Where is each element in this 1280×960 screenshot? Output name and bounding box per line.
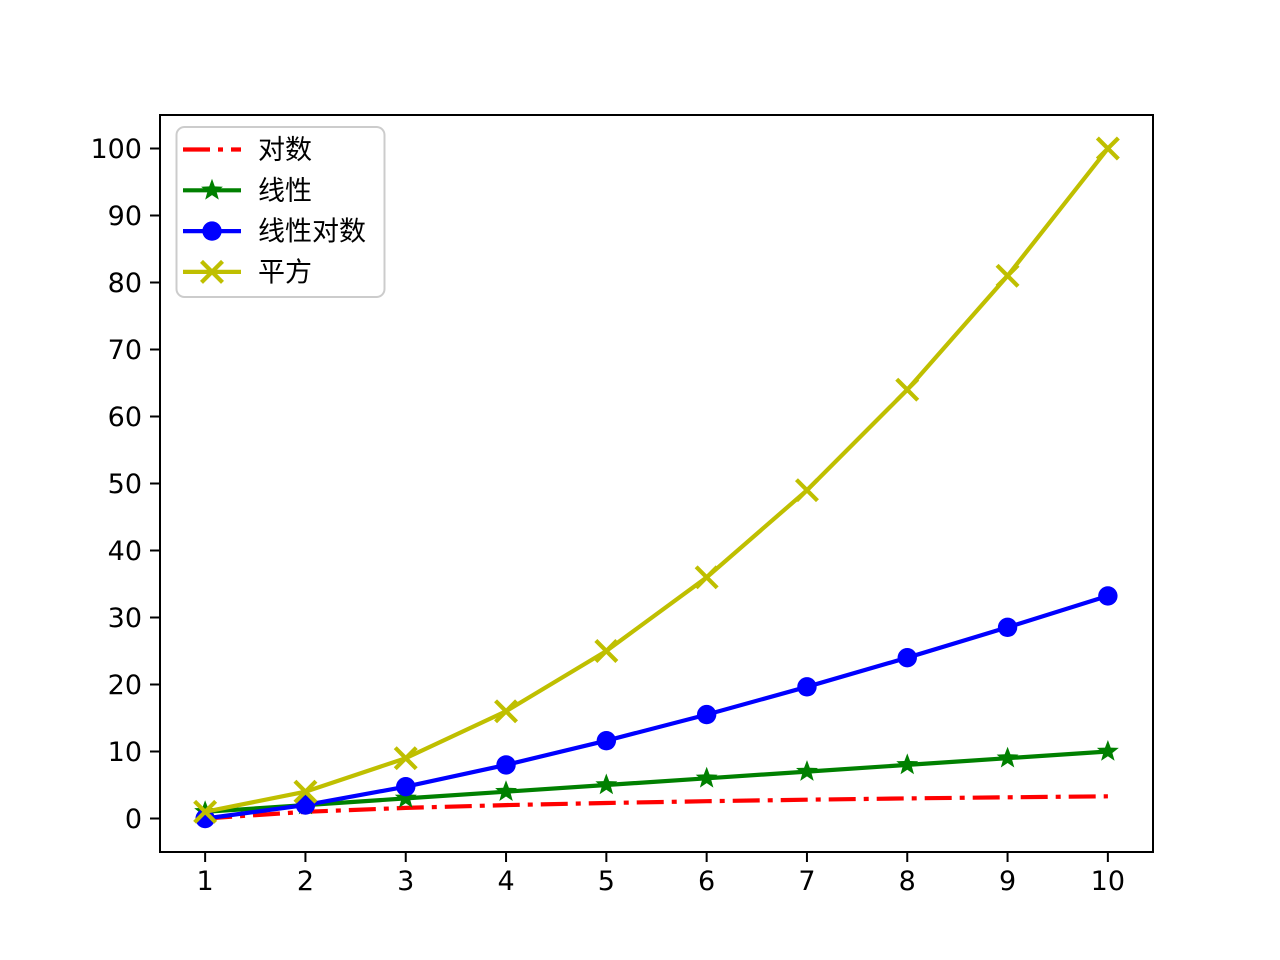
series-2-marker: [596, 731, 617, 751]
legend-marker: [200, 259, 224, 284]
series-1-marker: [595, 773, 618, 795]
legend-box: [175, 126, 386, 298]
x-axis-tick-label: 3: [397, 866, 414, 897]
y-axis-tick-label: 30: [108, 603, 142, 634]
series-2-marker: [1098, 586, 1118, 606]
series-3-marker: [895, 377, 920, 402]
x-axis-tick-label: 5: [598, 866, 615, 897]
series-2-marker: [396, 776, 416, 797]
series-3-marker: [193, 799, 218, 824]
y-axis-tick-label: 50: [108, 469, 142, 500]
plot-border: [159, 114, 1154, 853]
legend-label: 平方: [258, 257, 312, 288]
series-1-marker: [394, 786, 417, 808]
y-axis-tick-label: 60: [108, 402, 142, 433]
series-3-marker: [794, 478, 819, 503]
series-1-marker: [495, 780, 517, 801]
series-2-marker: [496, 755, 516, 775]
x-axis-tick-label: 1: [197, 866, 214, 897]
legend-label: 对数: [258, 135, 312, 166]
series-1-marker: [796, 760, 818, 781]
series-line-0: [204, 794, 1108, 821]
x-axis-tick-label: 9: [999, 866, 1016, 897]
series-line-3: [204, 147, 1110, 814]
series-3-marker: [393, 746, 418, 771]
series-3-marker: [694, 565, 719, 590]
y-axis-tick-label: 100: [90, 134, 142, 165]
x-axis-tick-label: 6: [698, 866, 715, 897]
y-axis-tick-label: 20: [108, 670, 142, 701]
y-axis-tick-label: 40: [108, 536, 142, 567]
legend-label: 线性对数: [258, 217, 366, 248]
series-3-marker: [995, 263, 1020, 288]
series-2-marker: [997, 617, 1018, 638]
y-axis-tick-label: 70: [108, 335, 142, 366]
legend-marker: [201, 178, 223, 200]
series-3-marker: [1095, 136, 1120, 161]
series-2-marker: [696, 704, 717, 725]
series-1-marker: [1096, 740, 1119, 761]
y-axis-tick-label: 0: [125, 804, 142, 835]
series-line-2: [204, 593, 1109, 821]
series-2-marker: [797, 677, 817, 697]
series-2-marker: [897, 648, 917, 668]
x-axis-tick-label: 4: [497, 866, 514, 897]
series-3-marker: [293, 779, 318, 804]
series-1-marker: [996, 746, 1019, 768]
legend-label: 线性: [258, 176, 312, 207]
legend-marker: [202, 221, 222, 241]
x-axis-tick-label: 7: [798, 866, 815, 897]
x-axis-tick-label: 10: [1091, 866, 1125, 897]
series-line-1: [204, 749, 1109, 814]
series-2-marker: [295, 795, 316, 815]
series-2-marker: [195, 808, 215, 829]
series-1-marker: [695, 766, 718, 788]
series-3-marker: [494, 699, 519, 724]
series-3-marker: [594, 639, 619, 663]
y-axis-tick-label: 80: [108, 268, 142, 299]
y-axis-tick-label: 90: [108, 201, 142, 232]
x-axis-tick-label: 8: [899, 866, 916, 897]
series-1-marker: [896, 753, 919, 775]
x-axis-tick-label: 2: [297, 866, 314, 897]
y-axis-tick-label: 10: [108, 737, 142, 768]
